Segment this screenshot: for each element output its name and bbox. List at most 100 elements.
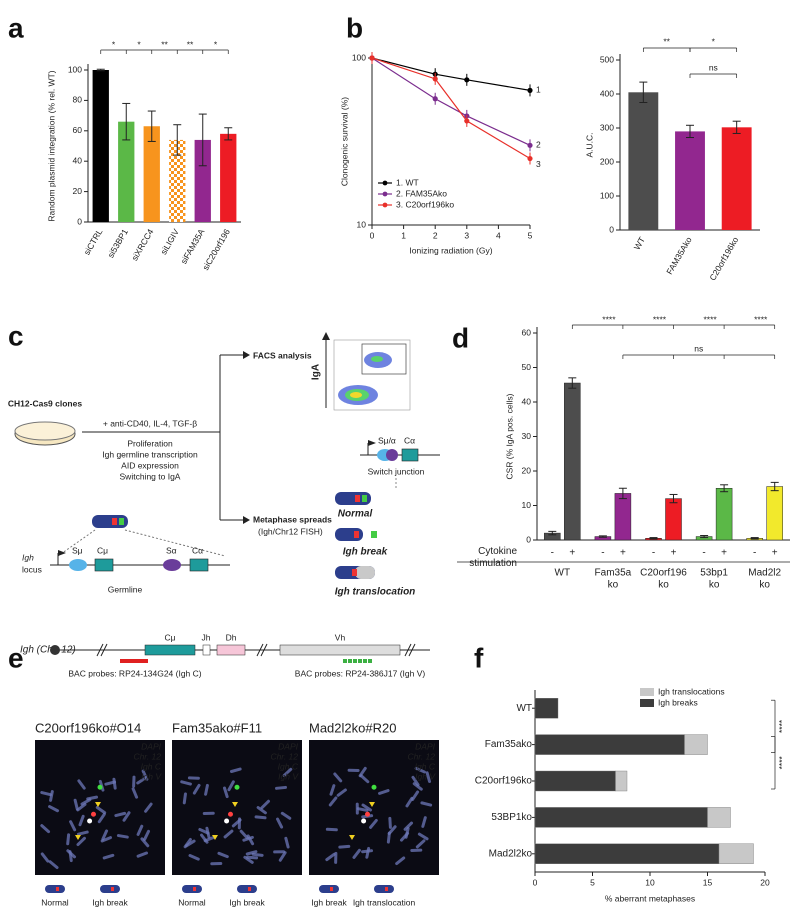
- segment-label: Cα: [404, 435, 415, 445]
- locus-label: locus: [22, 564, 42, 574]
- image-caption: Igh break: [92, 897, 128, 907]
- chromosome: [182, 792, 187, 805]
- chromosome: [144, 802, 153, 813]
- error-bar: [669, 493, 678, 504]
- panel-c-diagram: CH12-Cas9 clones + anti-CD40, IL-4, TGF-…: [8, 332, 440, 598]
- x-axis-label: % aberrant metaphases: [605, 893, 695, 903]
- segment: [144, 644, 196, 656]
- legend-swatch: [382, 202, 388, 208]
- legend-swatch: [640, 699, 654, 707]
- end-label: 3: [536, 159, 541, 169]
- break-mark: [260, 643, 268, 657]
- series-line: [371, 57, 531, 91]
- fish-signal: [228, 811, 233, 817]
- arrowhead: [95, 802, 101, 807]
- germline-label: Germline: [108, 584, 143, 594]
- facs-gate: [361, 343, 407, 375]
- fish-signal: [91, 811, 96, 817]
- chromosome: [280, 811, 292, 820]
- facs-cloud: [371, 356, 383, 362]
- chromosome: [276, 817, 284, 829]
- x-tick-label: 1: [401, 230, 406, 240]
- chromosome: [378, 789, 390, 795]
- legend-label: 3. C20orf196ko: [396, 199, 454, 209]
- bar-segment: [615, 770, 628, 792]
- arrowhead: [232, 802, 238, 807]
- arrow-head: [243, 351, 250, 359]
- segment-label: Cμ: [164, 632, 175, 642]
- chromosome: [40, 791, 53, 797]
- channel-label: Igh C: [278, 761, 299, 771]
- chromosome: [66, 833, 71, 846]
- chromosome: [405, 796, 414, 808]
- chromosome: [97, 812, 106, 824]
- y-tick-label: C20orf196ko: [475, 776, 533, 787]
- condition-label: +: [620, 548, 626, 559]
- chromosome: [237, 817, 241, 830]
- error-bar: [618, 487, 627, 500]
- y-tick-label: Mad2l2ko: [489, 848, 533, 859]
- fish-signal: [97, 784, 103, 790]
- channel-label: Igh V: [415, 771, 436, 781]
- channel-label: Chr. 12: [133, 751, 161, 761]
- x-tick-label: 0: [533, 877, 538, 887]
- error-bar: [173, 124, 182, 156]
- chromosome: [333, 772, 343, 783]
- group-label: ko: [709, 580, 720, 591]
- chromosome: [187, 776, 200, 780]
- chromosome: [204, 783, 209, 796]
- bar: [665, 498, 682, 541]
- micrograph: [35, 740, 165, 875]
- probe: [385, 887, 388, 891]
- chromosome: [245, 850, 258, 856]
- group-label: C20orf196: [640, 568, 687, 579]
- chromosome: [100, 836, 112, 843]
- y-tick-label: 0: [609, 224, 614, 234]
- x-tick-label: siXRCC4: [129, 227, 155, 263]
- chromosome: [403, 821, 414, 831]
- condition-label: +: [569, 548, 575, 559]
- metaphase-sub: (Igh/Chr12 FISH): [258, 526, 323, 536]
- legend-label: 1. WT: [396, 177, 419, 187]
- y-tick-label: 30: [522, 431, 532, 441]
- bar-segment: [534, 843, 720, 864]
- condition-label: -: [601, 548, 604, 559]
- break-mark: [256, 643, 264, 657]
- chromosome: [49, 790, 54, 802]
- probe-bar: [120, 659, 148, 663]
- break-mark: [408, 643, 416, 657]
- probe: [355, 495, 360, 502]
- fish-signal: [87, 818, 93, 824]
- group-label: ko: [658, 580, 669, 591]
- step: Igh germline transcription: [102, 449, 198, 459]
- end-label: 2: [536, 140, 541, 150]
- bar: [614, 493, 632, 541]
- x-tick-label: C20orf196ko: [707, 235, 740, 282]
- sig-label: **: [663, 36, 670, 46]
- probe: [56, 887, 59, 891]
- chromosome: [273, 850, 286, 854]
- chromosome: [101, 829, 109, 841]
- bar-segment: [707, 807, 731, 828]
- x-tick-label: 15: [703, 877, 713, 887]
- bar: [169, 139, 186, 222]
- arrowhead: [349, 835, 355, 840]
- x-tick-label: 0: [370, 230, 375, 240]
- legend-label: Igh translocations: [658, 686, 725, 696]
- bar-segment: [684, 734, 708, 755]
- image-caption: Normal: [178, 897, 206, 907]
- chromosome: [251, 852, 264, 857]
- facs-axis-label: IgA: [311, 364, 322, 380]
- sig-label: *: [712, 36, 716, 46]
- group-label: Mad2l2: [748, 568, 781, 579]
- chromosome: [425, 771, 432, 783]
- break-mark: [100, 643, 108, 657]
- point: [464, 118, 470, 124]
- chromosome: [282, 767, 293, 777]
- chromosome: [243, 855, 254, 864]
- dish-top: [14, 421, 76, 441]
- y-axis-label: CSR (% IgA pos. cells): [504, 393, 514, 479]
- s-region: [69, 559, 87, 571]
- bar: [675, 131, 705, 230]
- break-mark: [404, 643, 412, 657]
